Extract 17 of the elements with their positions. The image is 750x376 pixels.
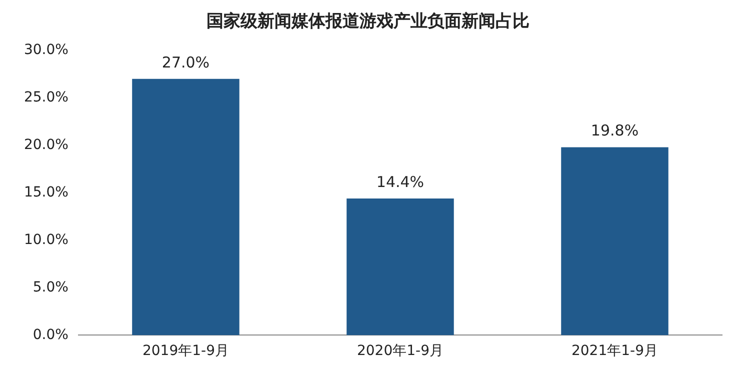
x-tick-label: 2020年1-9月 [356, 343, 444, 360]
y-tick-label: 0.0% [32, 326, 68, 343]
y-tick-label: 30.0% [24, 42, 68, 58]
y-tick-label: 10.0% [24, 232, 68, 248]
bar [346, 198, 454, 336]
bar [561, 147, 668, 336]
data-label: 14.4% [376, 172, 424, 191]
y-tick-label: 5.0% [32, 279, 68, 296]
y-tick-label: 20.0% [24, 136, 68, 153]
data-label: 27.0% [162, 53, 210, 72]
y-tick-label: 15.0% [24, 184, 68, 200]
data-label: 19.8% [590, 122, 639, 140]
x-tick-label: 2021年1-9月 [571, 343, 658, 360]
x-tick-label: 2019年1-9月 [142, 343, 229, 360]
y-tick-label: 25.0% [24, 90, 68, 106]
chart-title: 国家级新闻媒体报道游戏产业负面新闻占比 [206, 12, 530, 32]
bar [132, 78, 240, 336]
